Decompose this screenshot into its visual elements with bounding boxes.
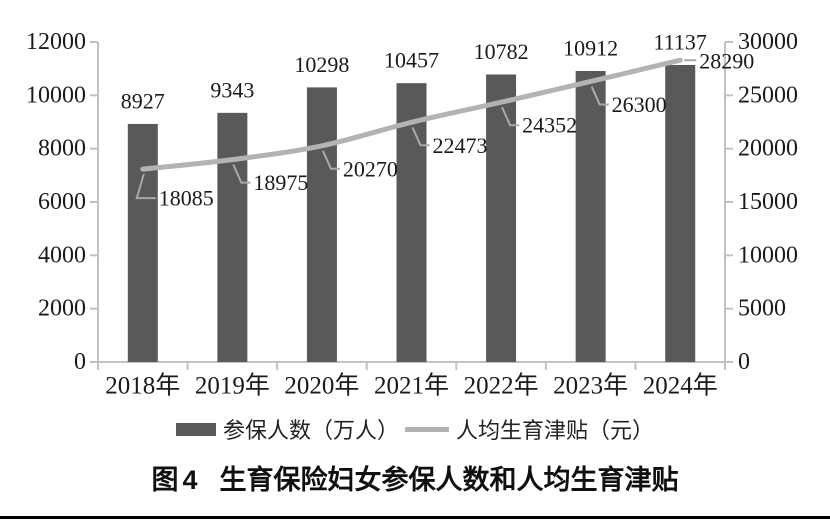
leader-line: [501, 106, 520, 127]
chart-svg: 0 2000 4000 6000 8000 10000 12000 0 5000 10000 150…: [26, 29, 798, 400]
legend-bar-label: 参保人数（万人）: [222, 418, 399, 443]
leader-line: [232, 164, 251, 184]
line-value-label: 28290: [699, 49, 754, 74]
x-category-label: 2018年: [105, 372, 180, 400]
left-axis-tick-label: 2000: [38, 296, 86, 322]
left-axis-tick-label: 0: [74, 349, 86, 375]
legend-line-swatch-icon: [405, 426, 449, 432]
legend: 参保人数（万人） 人均生育津贴（元）: [0, 413, 830, 445]
x-category-label: 2022年: [464, 372, 539, 400]
line-value-label: 22473: [433, 133, 488, 158]
figure-caption: 图4 生育保险妇女参保人数和人均生育津贴: [0, 458, 830, 497]
bars-layer: [127, 65, 696, 363]
right-axis-tick-label: 20000: [738, 136, 798, 162]
bar: [486, 74, 517, 362]
bar-value-label: 10912: [563, 36, 618, 61]
figure-title: 生育保险妇女参保人数和人均生育津贴: [219, 465, 679, 495]
bar-value-label: 8927: [121, 88, 165, 113]
bar: [665, 65, 696, 362]
left-axis-tick-label: 10000: [26, 82, 86, 108]
x-category-label: 2019年: [195, 372, 270, 400]
bar-value-label: 9343: [210, 77, 254, 102]
right-axis-tick-label: 5000: [738, 296, 786, 322]
right-axis-tick-label: 10000: [738, 242, 798, 268]
axes-layer: 0 2000 4000 6000 8000 10000 12000 0 5000 10000 150…: [26, 29, 798, 400]
right-axis-tick-label: 15000: [738, 189, 798, 215]
x-category-label: 2021年: [374, 372, 449, 400]
leader-line: [411, 126, 430, 147]
bar-value-label: 10457: [384, 48, 439, 73]
bar: [127, 123, 158, 363]
line-value-label: 18975: [253, 170, 308, 195]
left-axis-tick-label: 12000: [26, 29, 86, 55]
line-series: [140, 57, 683, 172]
bar: [306, 87, 337, 363]
right-axis-tick-label: 30000: [738, 29, 798, 55]
bar: [575, 71, 606, 362]
bar: [217, 112, 248, 362]
right-axis-tick-label: 25000: [738, 82, 798, 108]
bar-value-label: 10782: [474, 39, 529, 64]
x-category-label: 2020年: [284, 372, 359, 400]
leader-line: [322, 150, 340, 170]
figure-number: 图4: [151, 465, 202, 495]
bar-value-label: 10298: [294, 52, 349, 77]
line-value-label: 24352: [522, 113, 577, 138]
x-category-label: 2023年: [553, 372, 628, 400]
bar-value-label: 11137: [654, 30, 707, 55]
x-category-label: 2024年: [643, 372, 718, 400]
legend-line-label: 人均生育津贴（元）: [456, 418, 655, 443]
right-axis-tick-label: 0: [738, 349, 750, 375]
left-axis-tick-label: 8000: [38, 136, 86, 162]
bottom-divider: [0, 516, 830, 519]
bar: [396, 83, 427, 362]
leader-line: [590, 86, 609, 106]
line-layer: [135, 57, 697, 200]
line-value-label: 20270: [343, 156, 398, 181]
left-axis-tick-label: 4000: [38, 242, 86, 268]
legend-bar-swatch-icon: [175, 422, 216, 436]
line-value-label: 18085: [159, 186, 214, 211]
leader-line: [135, 173, 156, 200]
line-value-label: 26300: [612, 92, 667, 117]
left-axis-tick-label: 6000: [38, 189, 86, 215]
labels-layer: 8927 9343 10298 10457 10782 10912 11137 18085 18…: [121, 30, 754, 211]
